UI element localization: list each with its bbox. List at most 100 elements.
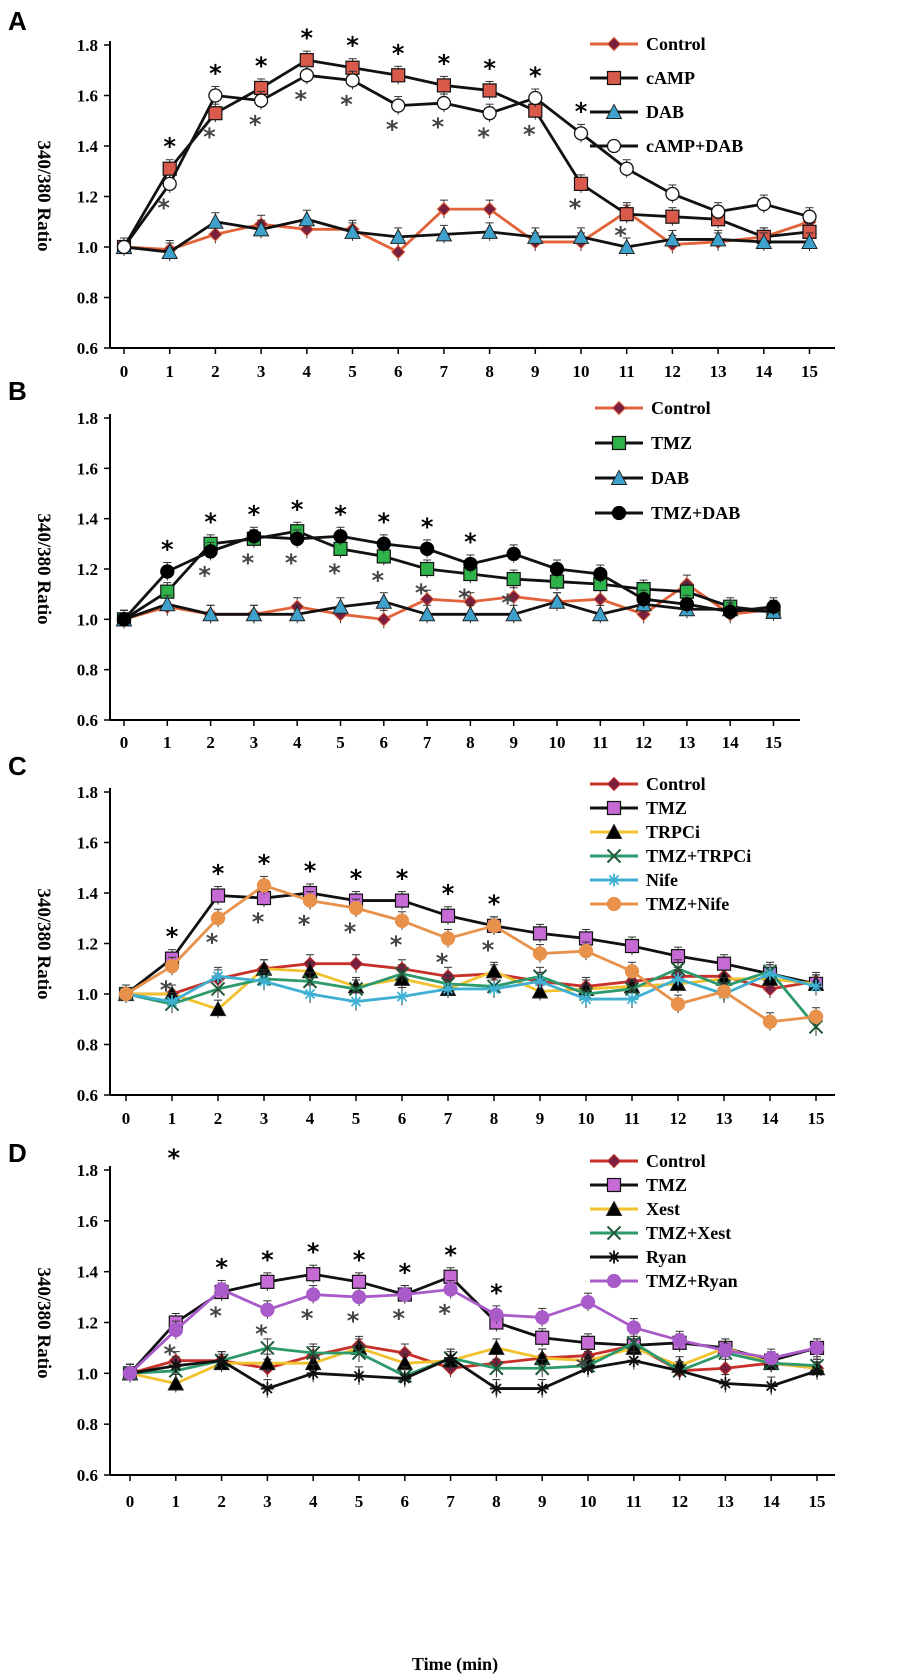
- legend-swatch-marker: [610, 469, 628, 485]
- data-point: [348, 981, 364, 997]
- x-tick-label: 6: [380, 733, 389, 752]
- legend-label: Control: [646, 34, 706, 54]
- legend-label: Nife: [646, 870, 678, 890]
- significance-star: *: [464, 528, 477, 556]
- x-tick-label: 7: [440, 362, 449, 381]
- legend-swatch-marker: [606, 138, 622, 154]
- legend-item: TMZ+Xest: [590, 1223, 731, 1243]
- series-line: [122, 58, 810, 248]
- significance-star: *: [255, 52, 268, 80]
- x-tick-label: 14: [763, 1492, 781, 1511]
- significance-star: *: [488, 890, 501, 918]
- y-tick-label: 1.6: [77, 459, 98, 478]
- series-line: [126, 967, 817, 1011]
- data-point: [215, 1354, 229, 1368]
- y-tick-label: 0.8: [77, 289, 98, 308]
- data-point: [591, 605, 609, 622]
- x-tick-label: 3: [250, 733, 259, 752]
- x-tick-label: 15: [765, 733, 782, 752]
- x-tick-label: 14: [755, 362, 773, 381]
- legend: Control TMZ Xest TMZ+Xest Ryan TMZ+Ryan: [590, 1151, 738, 1291]
- x-tick-label: 14: [762, 1109, 780, 1128]
- significance-star: *: [242, 549, 255, 577]
- x-tick-label: 7: [444, 1109, 453, 1128]
- legend-swatch-marker: [606, 1225, 622, 1241]
- y-tick-label: 0.8: [77, 1415, 98, 1434]
- significance-star: *: [569, 194, 582, 222]
- data-point: [376, 536, 391, 551]
- data-point: [627, 1354, 641, 1368]
- x-tick-label: 9: [538, 1492, 547, 1511]
- legend-item: Control: [590, 1151, 706, 1171]
- data-point: [398, 1371, 412, 1385]
- significance-star: *: [255, 1320, 268, 1348]
- x-tick-label: 6: [401, 1492, 410, 1511]
- legend-swatch-marker: [606, 1153, 622, 1169]
- data-point: [709, 230, 727, 247]
- data-point: [375, 593, 393, 609]
- legend-label: TMZ+Nife: [646, 894, 729, 914]
- y-tick-label: 1.2: [77, 188, 98, 207]
- y-axis-label: 340/380 Ratio: [33, 888, 54, 999]
- series-line: [123, 217, 810, 254]
- x-tick-label: 2: [206, 733, 215, 752]
- data-point: [579, 992, 593, 1006]
- x-tick-label: 7: [423, 733, 432, 752]
- x-tick-label: 9: [509, 733, 518, 752]
- data-point: [376, 612, 392, 627]
- data-point: [710, 204, 726, 219]
- legend-swatch-marker: [606, 800, 622, 816]
- data-point: [214, 1282, 229, 1297]
- data-point: [418, 605, 436, 622]
- significance-star: *: [442, 880, 455, 908]
- data-point: [302, 893, 318, 908]
- significance-star: *: [261, 1246, 274, 1274]
- data-point: [260, 1382, 274, 1396]
- significance-star: *: [285, 549, 298, 577]
- series-camp-dab: [116, 65, 817, 256]
- data-point: [679, 597, 695, 612]
- data-point: [245, 605, 263, 622]
- data-point: [581, 1361, 595, 1375]
- legend-swatch-marker: [611, 435, 627, 451]
- legend-label: Control: [651, 398, 711, 418]
- x-tick-label: 0: [120, 362, 129, 381]
- data-point: [572, 228, 590, 244]
- significance-star: *: [209, 1302, 222, 1330]
- x-tick-label: 12: [671, 1492, 688, 1511]
- significance-star: *: [258, 849, 271, 877]
- data-point: [167, 1374, 185, 1391]
- data-point: [420, 561, 435, 577]
- data-point: [486, 918, 502, 933]
- legend-item: TRPCi: [590, 822, 700, 842]
- data-point: [332, 598, 349, 614]
- x-tick-label: 0: [120, 733, 129, 752]
- significance-star: *: [252, 908, 265, 936]
- data-point: [253, 93, 269, 108]
- series-line: [123, 529, 774, 621]
- data-point: [482, 201, 497, 217]
- x-tick-label: 2: [211, 362, 220, 381]
- legend-label: TMZ: [646, 798, 687, 818]
- significance-star: *: [529, 62, 542, 90]
- y-axis-label: 340/380 Ratio: [33, 140, 54, 251]
- legend-label: TRPCi: [646, 822, 700, 842]
- data-point: [626, 1320, 641, 1335]
- data-point: [535, 1330, 550, 1345]
- x-tick-label: 4: [306, 1109, 315, 1128]
- data-point: [532, 926, 548, 941]
- data-point: [260, 1340, 275, 1356]
- data-point: [351, 1274, 367, 1289]
- data-point: [395, 990, 409, 1004]
- y-axis-label: 340/380 Ratio: [33, 1267, 54, 1378]
- series-line: [123, 600, 774, 621]
- x-tick-label: 9: [536, 1109, 545, 1128]
- significance-star: *: [438, 1299, 451, 1327]
- x-tick-label: 9: [531, 362, 540, 381]
- significance-star: *: [168, 1144, 181, 1172]
- legend: Control cAMP DAB cAMP+DAB: [590, 34, 743, 156]
- x-tick-label: 8: [466, 733, 475, 752]
- significance-star: *: [614, 222, 627, 250]
- data-point: [351, 1289, 367, 1305]
- data-point: [489, 1307, 504, 1323]
